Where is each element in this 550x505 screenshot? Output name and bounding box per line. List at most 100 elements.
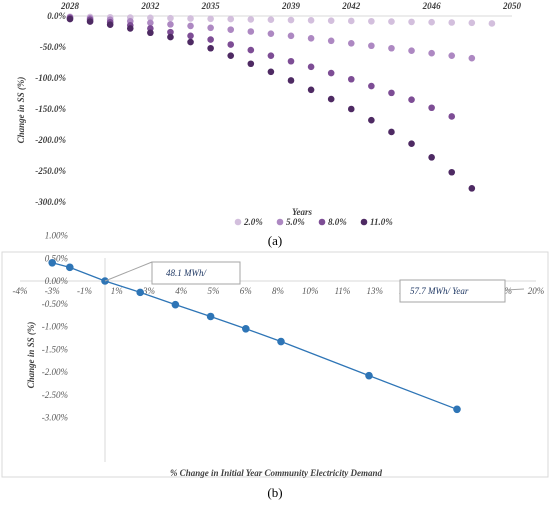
chart-a-point-series-4: [66, 15, 74, 23]
chart-b-point: [48, 259, 56, 267]
chart-a-point-series-4: [106, 21, 114, 28]
chart-a-point-series-4: [388, 128, 395, 136]
chart-a-point-series-3: [187, 32, 194, 40]
chart-a-point-series-4: [287, 77, 295, 84]
chart-b-x-tick-label: 5%: [208, 286, 220, 296]
chart-b-point: [171, 300, 180, 309]
chart-b-x-tick-label: -4%: [13, 286, 28, 296]
chart-a-point-series-1: [488, 20, 496, 27]
chart-a-y-tick-label: -250.0%: [35, 166, 66, 176]
chart-a-legend: 2.0% 5.0% 8.0% 11.0%: [234, 217, 393, 227]
chart-a-y-tick-label: -100.0%: [35, 73, 66, 83]
chart-a-point-series-3: [167, 28, 174, 36]
chart-a-point-series-4: [448, 168, 456, 176]
chart-a-point-series-2: [167, 21, 174, 28]
chart-a-point-series-2: [347, 39, 355, 47]
chart-a-point-series-2: [247, 28, 255, 35]
chart-a-y-axis-title: Change in SS (%): [16, 77, 26, 144]
chart-a-point-series-3: [287, 57, 295, 65]
chart-a-point-series-3: [307, 63, 315, 71]
chart-a-y-tick-label: -200.0%: [35, 135, 66, 145]
chart-a-point-series-1: [227, 15, 235, 23]
chart-b-y-tick-label: -2.50%: [42, 390, 68, 400]
chart-a-point-series-1: [207, 15, 214, 23]
chart-a-point-series-3: [347, 75, 355, 83]
callout-label: 48.1 MWh/: [166, 268, 207, 278]
chart-a-legend-label: 8.0%: [328, 217, 347, 227]
chart-a-point-series-4: [126, 25, 134, 32]
chart-a-legend-marker: [234, 218, 242, 226]
chart-a-point-series-1: [448, 19, 456, 26]
chart-a-legend-marker: [360, 218, 368, 226]
chart-a-panel-label: (a): [268, 233, 282, 248]
chart-a-point-series-4: [468, 185, 476, 192]
chart-a-point-series-1: [428, 18, 435, 26]
callout-box: [151, 261, 241, 285]
chart-a-point-series-2: [267, 30, 275, 37]
chart-a-point-series-4: [368, 116, 375, 124]
chart-a-x-tick-label: 2042: [341, 1, 361, 11]
chart-a-point-series-1: [167, 14, 174, 22]
chart-a-point-series-4: [207, 44, 214, 52]
chart-a-point-series-2: [368, 42, 375, 50]
chart-a-point-series-3: [428, 104, 435, 112]
chart-a-point-series-2: [307, 35, 315, 42]
chart-a-point-series-1: [468, 19, 476, 27]
chart-a-point-series-2: [388, 44, 395, 52]
chart-a-point-series-4: [227, 52, 235, 59]
chart-b-x-tick-label: 3%: [142, 286, 155, 296]
chart-a-point-series-3: [227, 41, 235, 48]
callout-leader-line: [104, 261, 153, 282]
chart-b-x-tick-label: 6%: [240, 286, 252, 296]
chart-b-frame: [1, 251, 549, 478]
chart-b-x-tick-label: -3%: [45, 286, 60, 296]
chart-a-legend-marker: [276, 218, 284, 226]
chart-b-point: [242, 324, 250, 333]
chart-b-x-tick-label: 20%: [528, 286, 545, 296]
chart-b-point: [66, 263, 74, 272]
chart-b-x-tick-label: 11%: [335, 286, 351, 296]
chart-a-point-series-1: [307, 17, 315, 24]
chart-a-y-tick-label: -150.0%: [35, 104, 66, 114]
chart-a-point-series-2: [227, 26, 235, 33]
chart-a-y-tick-label: -50.0%: [40, 42, 67, 52]
chart-a-point-series-1: [368, 17, 375, 25]
chart-a-point-series-4: [327, 95, 335, 103]
chart-b-y-tick-label: -1.00%: [42, 322, 68, 332]
chart-b-y-tick-label: -3.00%: [42, 413, 68, 423]
chart-a-point-series-1: [247, 16, 255, 23]
chart-b-x-tick-label: 13%: [367, 286, 384, 296]
chart-a-point-series-2: [408, 47, 415, 55]
chart-b-x-tick-label: 4%: [175, 286, 187, 296]
chart-a-x-tick-label: 2035: [201, 1, 221, 11]
callout-leader-line: [504, 288, 525, 291]
chart-b-y-tick-label: 0.00%: [45, 276, 68, 286]
chart-a-point-series-4: [408, 140, 415, 148]
chart-a-x-axis-title: Years: [292, 207, 312, 217]
chart-a-legend-label: 5.0%: [286, 217, 305, 227]
callout-label: 57.7 MWh/ Year: [410, 286, 469, 296]
chart-a-y-tick-label: -300.0%: [35, 197, 66, 207]
chart-a-point-series-4: [267, 68, 275, 76]
chart-a-x-tick-label: 2028: [60, 1, 80, 11]
chart-a-point-series-2: [448, 52, 456, 59]
chart-a-point-series-3: [368, 82, 375, 90]
chart-a-point-series-2: [147, 19, 154, 27]
chart-b-x-tick-label: 8%: [272, 286, 284, 296]
chart-b-y-tick-label: 0.50%: [45, 253, 68, 263]
chart-a-x-tick-label: 2039: [281, 1, 301, 11]
chart-a-point-series-4: [247, 60, 255, 68]
chart-a-point-series-1: [347, 17, 355, 25]
chart-a-x-tick-label: 2046: [422, 1, 442, 11]
callout-box: [399, 279, 506, 303]
chart-a-y-tick-label: 0.0%: [47, 11, 66, 21]
chart-a-point-series-2: [468, 54, 476, 62]
chart-a-point-series-4: [86, 18, 94, 25]
chart-b-point: [206, 312, 215, 321]
chart-a-point-series-1: [267, 16, 275, 24]
chart-a-point-series-2: [287, 32, 295, 40]
chart-a-point-series-3: [327, 69, 335, 77]
chart-a-point-series-1: [147, 14, 154, 22]
chart-a-point-series-4: [147, 29, 154, 37]
chart-b-y-tick-label: -1.50%: [42, 344, 68, 354]
